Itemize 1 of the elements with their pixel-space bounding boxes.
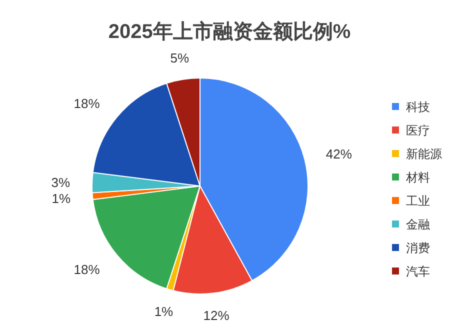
title: 2025年上市融资金额比例% [108,21,351,43]
